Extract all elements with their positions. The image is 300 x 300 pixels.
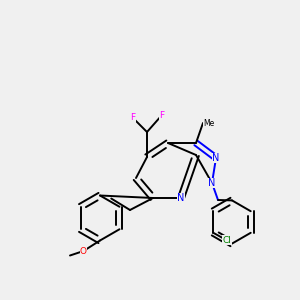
Text: Me: Me bbox=[203, 118, 214, 127]
Text: N: N bbox=[208, 178, 216, 188]
Text: Cl: Cl bbox=[222, 236, 231, 245]
Text: N: N bbox=[212, 153, 220, 163]
Text: O: O bbox=[80, 247, 87, 256]
Text: N: N bbox=[177, 193, 185, 203]
Text: F: F bbox=[159, 110, 165, 119]
Text: F: F bbox=[130, 113, 136, 122]
